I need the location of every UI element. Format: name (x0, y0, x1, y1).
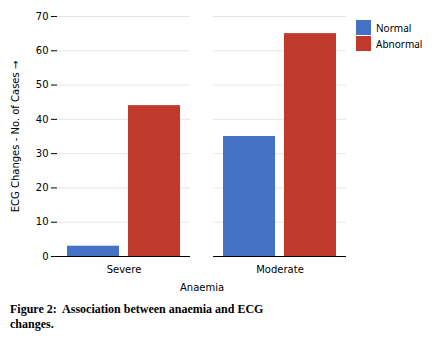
html-text:Abnormal: Abnormal (376, 36, 423, 51)
svg-text:Moderate: Moderate (256, 264, 304, 275)
svg-text:30: 30 (36, 148, 49, 159)
html-text:Normal: Normal (376, 20, 412, 35)
html-text:Figure 2: Association between: Figure 2: Association between anaemia an… (10, 302, 264, 331)
svg-text:0: 0 (42, 251, 48, 262)
svg-text:70: 70 (36, 11, 49, 22)
svg-text:50: 50 (36, 79, 49, 90)
svg-text:40: 40 (36, 114, 49, 125)
svg-text:10: 10 (36, 216, 49, 227)
svg-text:Anaemia: Anaemia (180, 282, 224, 293)
svg-text:Severe: Severe (107, 264, 142, 275)
svg-text:ECG Changes - No. of Cases →: ECG Changes - No. of Cases → (10, 61, 21, 213)
svg-text:60: 60 (36, 45, 49, 56)
svg-text:20: 20 (36, 182, 49, 193)
